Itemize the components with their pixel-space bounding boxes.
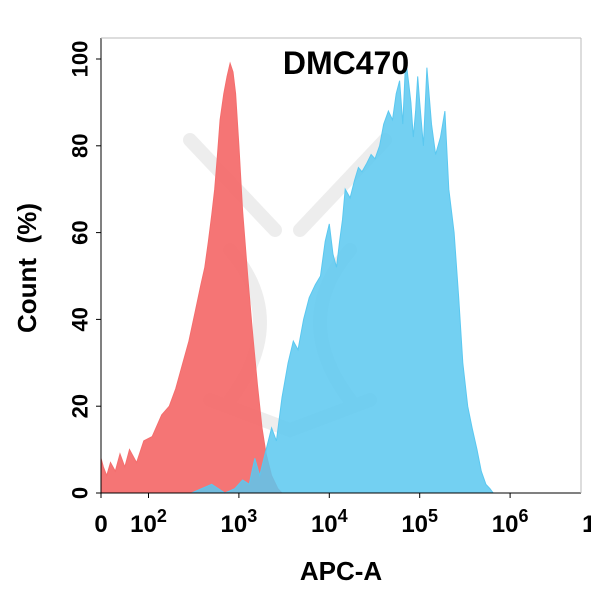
x-tick-label: 102 — [130, 506, 167, 538]
series-1-area — [100, 61, 284, 494]
y-axis-title: Count (%) — [12, 203, 42, 333]
y-tick-label: 100 — [68, 41, 93, 78]
y-tick-label: 20 — [68, 394, 93, 418]
y-tick-label: 60 — [68, 220, 93, 244]
x-tick-label: 105 — [401, 506, 438, 538]
x-axis-title: APC-A — [300, 556, 383, 586]
x-tick-label: 0 — [94, 511, 107, 538]
x-tick-label: 103 — [221, 506, 258, 538]
axes-layer — [100, 37, 582, 494]
x-tick-labels: 0102103104105106107108 — [94, 493, 591, 538]
x-tick-label: 104 — [311, 506, 348, 538]
y-tick-label: 40 — [68, 307, 93, 331]
series-layer — [100, 58, 497, 494]
y-tick-label: 0 — [68, 487, 93, 499]
chart-title: DMC470 — [283, 45, 409, 81]
x-tick-label: 107 — [582, 506, 591, 538]
x-tick-label: 106 — [492, 506, 529, 538]
series-2-area — [191, 58, 497, 494]
y-tick-labels: 0 20 40 60 80 100 — [68, 41, 101, 499]
y-tick-label: 80 — [68, 134, 93, 158]
